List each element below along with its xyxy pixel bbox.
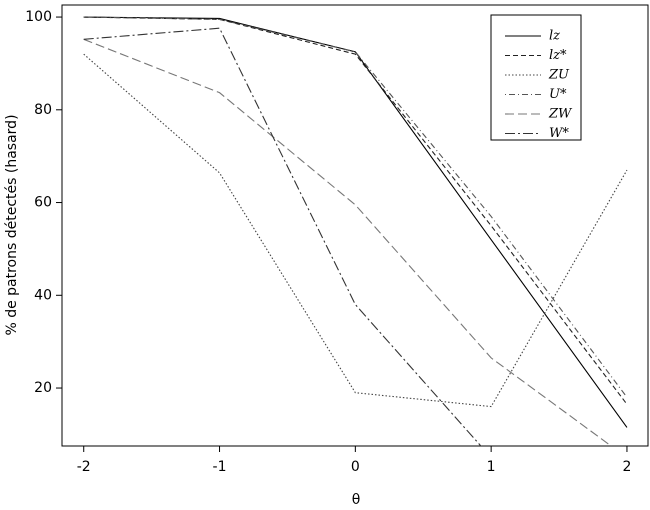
x-tick-label: 1	[487, 459, 496, 475]
series-line	[83, 27, 482, 446]
series-line	[83, 38, 613, 446]
series-line	[83, 53, 628, 408]
legend-label: ZU	[548, 68, 570, 83]
legend-label: U*	[549, 87, 567, 102]
legend-label: W*	[549, 126, 569, 141]
y-tick-label: 60	[34, 195, 52, 211]
series-line	[83, 16, 628, 405]
y-tick-label: 80	[34, 102, 52, 118]
x-tick-label: 0	[351, 459, 360, 475]
x-tick-label: -1	[213, 459, 227, 475]
legend-label: lz	[549, 29, 560, 44]
series-line	[83, 16, 628, 398]
x-axis-label: θ	[352, 492, 361, 508]
lines	[83, 16, 628, 446]
series-line	[83, 16, 628, 428]
y-tick-label: 40	[34, 287, 52, 303]
x-tick-label: -2	[77, 459, 91, 475]
y-tick-label: 100	[25, 9, 52, 25]
y-tick-label: 20	[34, 380, 52, 396]
x-tick-label: 2	[622, 459, 631, 475]
legend-label: lz*	[549, 48, 567, 63]
y-axis-label: % de patrons détectés (hasard)	[4, 114, 20, 335]
legend-label: ZW	[548, 107, 573, 122]
